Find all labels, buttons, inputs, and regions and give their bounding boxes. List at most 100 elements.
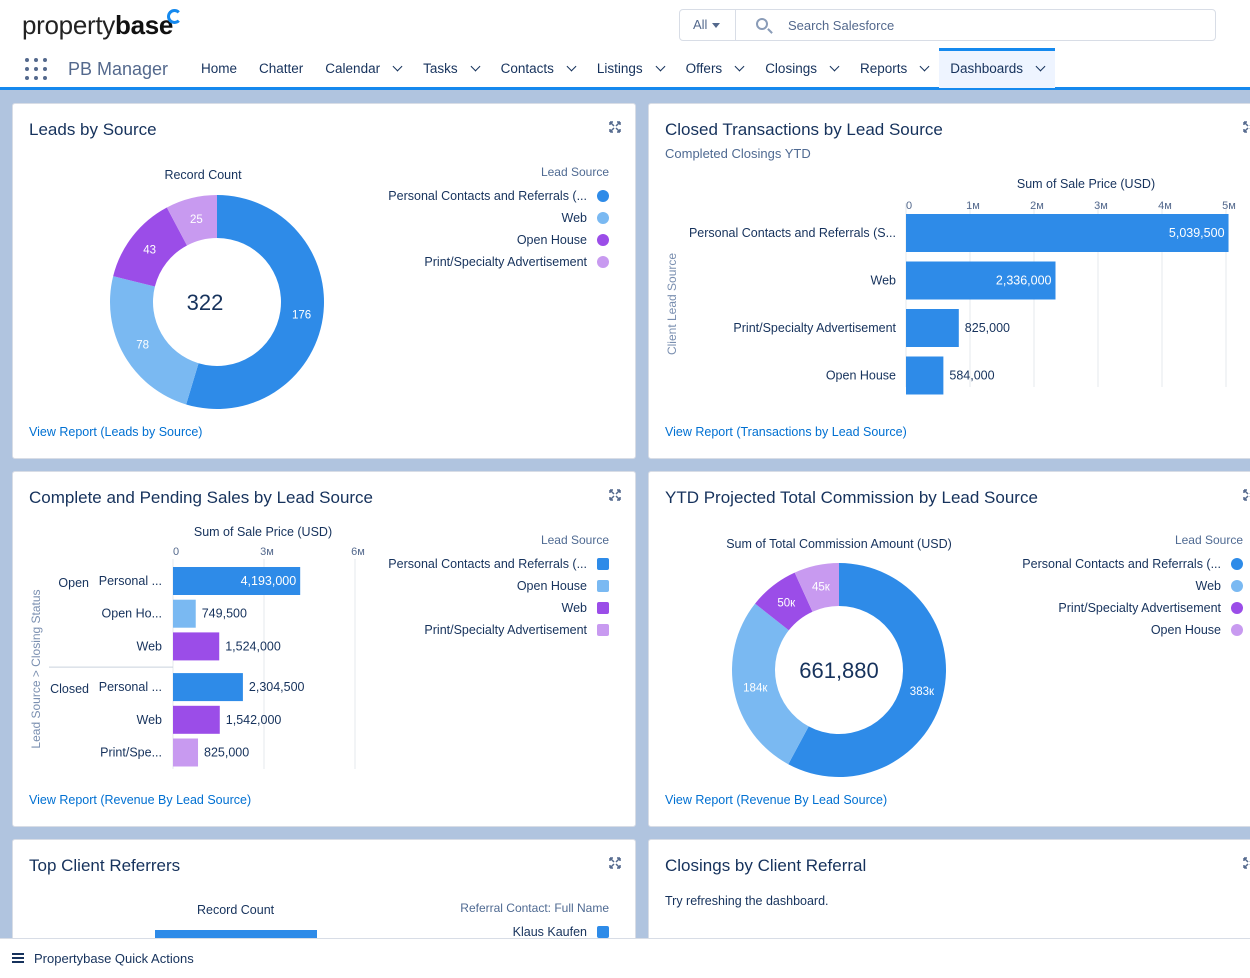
quick-actions-button[interactable]: Propertybase Quick Actions [34,951,194,966]
bar[interactable] [173,705,220,734]
refresh-message: Try refreshing the dashboard. [665,894,829,908]
nav-item-listings[interactable]: Listings [586,48,675,88]
bar[interactable] [173,673,243,702]
chevron-down-icon[interactable] [566,61,577,72]
legend-item[interactable]: Print/Specialty Advertisement [424,255,609,269]
legend-marker [1231,602,1243,614]
nav-item-closings[interactable]: Closings [754,48,849,88]
view-report-link[interactable]: View Report (Transactions by Lead Source… [665,425,907,439]
legend-item[interactable]: Personal Contacts and Referrals (... [388,557,609,571]
donut-slice[interactable] [186,195,325,409]
slice-label: 25 [190,214,203,226]
donut-total: 661,880 [799,658,879,683]
expand-icon[interactable] [609,856,621,869]
nav-item-reports[interactable]: Reports [849,48,939,88]
x-tick-label: 3м [1094,200,1108,212]
chart-label: Record Count [197,903,275,917]
view-report-link[interactable]: View Report (Revenue By Lead Source) [665,793,888,807]
search-icon [756,18,768,30]
legend-item[interactable]: Klaus Kaufen [513,925,609,939]
value-label: 749,500 [202,607,247,621]
donut-total: 322 [187,290,224,315]
value-label: 1,542,000 [226,713,282,727]
chevron-down-icon[interactable] [392,61,403,72]
bar[interactable] [173,599,196,628]
view-report-link[interactable]: View Report (Revenue By Lead Source) [29,793,252,807]
value-label: 825,000 [965,321,1010,335]
bar[interactable] [173,632,220,661]
legend-item[interactable]: Open House [517,233,609,247]
slice-label: 50к [777,598,796,610]
legend-marker [597,624,609,636]
legend-marker [597,256,609,268]
expand-icon[interactable] [609,120,621,133]
search-scope-dropdown[interactable]: All [680,10,736,40]
menu-icon[interactable] [12,953,24,963]
value-label: 5,039,500 [1169,226,1225,240]
chevron-down-icon[interactable] [1035,61,1046,72]
y-axis-label-part: > [29,667,43,681]
nav-item-tasks[interactable]: Tasks [412,48,490,88]
propertybase-logo[interactable]: propertybase [22,10,174,40]
bar[interactable] [906,309,959,347]
card-title: YTD Projected Total Commission by Lead S… [665,488,1038,507]
donut-slice[interactable] [755,572,813,631]
nav-item-home[interactable]: Home [190,48,248,88]
view-report-link[interactable]: View Report (Leads by Source) [29,425,203,439]
value-label: 2,336,000 [996,274,1052,288]
donut-slice[interactable] [788,563,946,777]
chevron-down-icon[interactable] [470,61,481,72]
chevron-down-icon[interactable] [829,61,840,72]
complete-pending-card: Complete and Pending Sales by Lead Sourc… [12,471,636,827]
referrer-bar[interactable] [155,930,317,940]
legend-item[interactable]: Web [562,601,609,615]
legend-item[interactable]: Web [562,211,609,225]
global-search: All Search Salesforce [679,9,1216,41]
slice-label: 43 [143,244,156,256]
donut-slice[interactable] [113,207,188,287]
legend-label: Print/Specialty Advertisement [424,255,587,269]
nav-item-dashboards[interactable]: Dashboards [939,48,1056,88]
chevron-down-icon[interactable] [655,61,666,72]
x-tick-label: 0 [173,546,179,558]
bar[interactable] [173,738,199,767]
legend-item[interactable]: Open House [517,579,609,593]
legend-label: Open House [516,233,587,247]
legend-item[interactable]: Web [1196,579,1243,593]
donut-slice[interactable] [794,563,839,612]
legend-item[interactable]: Print/Specialty Advertisement [424,623,609,637]
nav-item-label: Reports [859,61,908,76]
donut-slice[interactable] [110,276,199,405]
category-label: Web [871,274,897,288]
nav-item-label: Tasks [423,61,458,76]
expand-icon[interactable] [1243,488,1250,501]
app-launcher-icon[interactable] [25,58,47,80]
legend-label: Personal Contacts and Referrals (... [388,189,587,203]
card-subtitle: Completed Closings YTD [665,146,811,161]
bar[interactable] [173,567,301,595]
search-input[interactable]: Search Salesforce [788,18,895,33]
legend-item[interactable]: Personal Contacts and Referrals (... [1022,557,1243,571]
card-title: Closed Transactions by Lead Source [665,120,943,139]
nav-item-contacts[interactable]: Contacts [490,48,586,88]
expand-icon[interactable] [609,488,621,501]
legend-marker [1231,580,1243,592]
legend-item[interactable]: Personal Contacts and Referrals (... [388,189,609,203]
expand-icon[interactable] [1243,856,1250,869]
slice-label: 184к [743,682,768,694]
chevron-down-icon[interactable] [919,61,930,72]
donut-slice[interactable] [732,603,809,765]
value-label: 2,304,500 [249,680,305,694]
chevron-down-icon[interactable] [734,61,745,72]
nav-item-offers[interactable]: Offers [675,48,755,88]
legend-item[interactable]: Open House [1151,623,1243,637]
donut-slice[interactable] [166,195,217,246]
bar[interactable] [906,214,1229,252]
legend-marker [597,190,609,202]
legend-item[interactable]: Print/Specialty Advertisement [1058,601,1243,615]
bar[interactable] [906,356,944,395]
nav-item-chatter[interactable]: Chatter [248,48,314,88]
bar[interactable] [906,261,1056,300]
expand-icon[interactable] [1243,120,1250,133]
nav-item-calendar[interactable]: Calendar [314,48,412,88]
